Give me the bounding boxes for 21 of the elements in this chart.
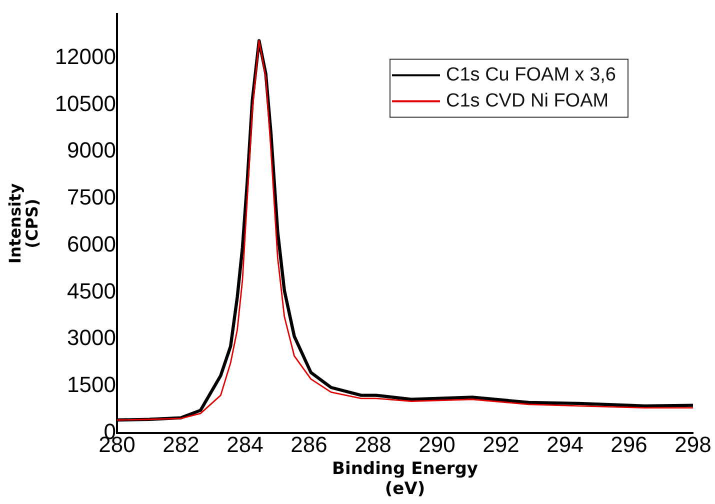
y-tick-label: 1500 [67,372,116,398]
y-axis-title: Intensity (CPS) [6,182,42,264]
x-tick-label: 298 [674,432,712,458]
legend-label: C1s CVD Ni FOAM [446,90,609,112]
y-tick-label: 7500 [67,184,116,210]
y-tick-label: 10500 [54,90,116,116]
y-tick-label: 12000 [54,44,116,69]
x-tick-label: 288 [354,432,392,458]
y-tick-label: 4500 [67,278,116,304]
x-tick-label: 282 [162,432,200,458]
x-tick-label: 284 [226,432,264,458]
x-tick-label: 294 [546,432,584,458]
x-tick-label: 292 [482,432,520,458]
y-tick-label: 6000 [67,231,116,256]
x-tick-label: 290 [418,432,456,458]
y-tick-label: 3000 [67,325,116,350]
x-axis-title: Binding Energy (eV) [332,458,478,500]
x-tick-label: 296 [610,432,648,458]
x-tick-label: 286 [290,432,328,458]
y-tick-label: 9000 [67,138,116,163]
legend-label: C1s Cu FOAM x 3,6 [446,64,616,86]
